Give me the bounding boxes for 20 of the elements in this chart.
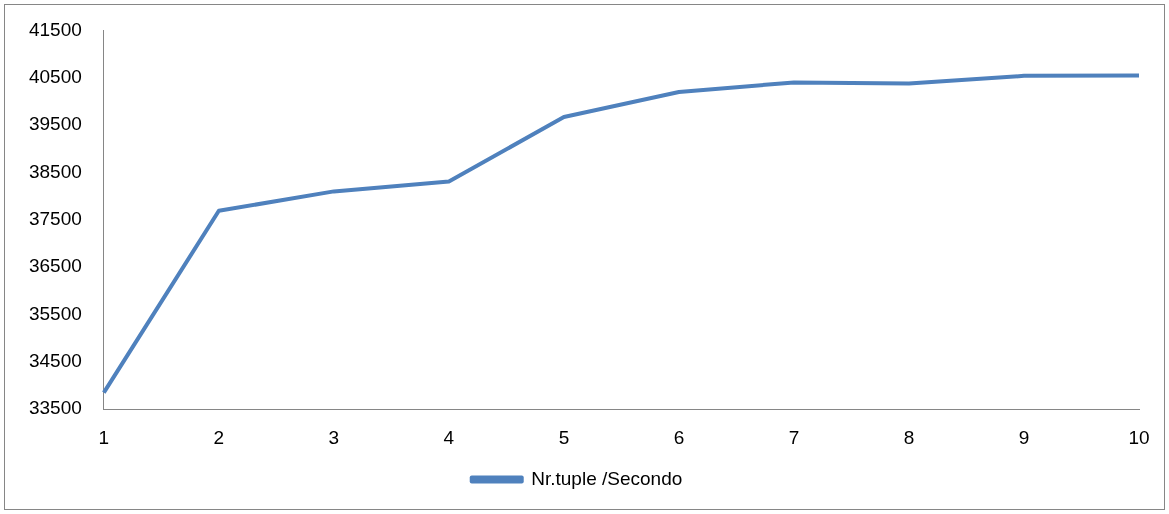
x-tick-label: 5 [558, 426, 570, 448]
x-tick-label: 8 [903, 426, 915, 448]
y-tick-label: 40500 [28, 65, 82, 87]
x-tick-label: 9 [1018, 426, 1030, 448]
y-tick-label: 34500 [28, 350, 82, 372]
x-tick-label: 6 [673, 426, 685, 448]
y-tick-label: 33500 [28, 397, 82, 419]
legend-label: Nr.tuple /Secondo [531, 467, 683, 489]
x-tick-label: 4 [443, 426, 455, 448]
x-tick-label: 1 [98, 426, 110, 448]
x-tick-label: 7 [788, 426, 800, 448]
x-tick-label: 3 [328, 426, 340, 448]
y-tick-label: 36500 [28, 255, 82, 277]
y-tick-label: 39500 [28, 113, 82, 135]
y-tick-label: 41500 [28, 18, 82, 40]
y-tick-label: 35500 [28, 302, 82, 324]
x-tick-label: 2 [213, 426, 225, 448]
y-tick-label: 37500 [28, 208, 82, 230]
y-tick-label: 38500 [28, 160, 82, 182]
x-tick-label: 10 [1128, 426, 1150, 448]
